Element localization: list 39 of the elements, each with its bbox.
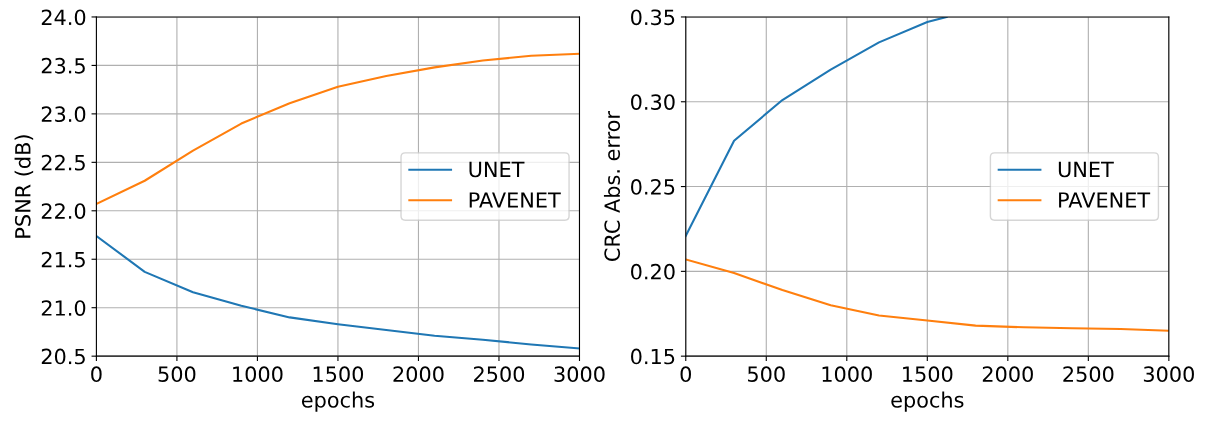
x-tick-label: 0: [680, 366, 692, 383]
line-series: [96, 234, 580, 350]
legend-label: UNET: [1058, 161, 1114, 178]
x-tick-label: 3000: [1143, 366, 1194, 383]
legend-label: PAVENET: [469, 192, 561, 208]
line-series: [685, 258, 1169, 332]
x-tick-label: 1500: [903, 366, 953, 383]
y-axis-title: PSNR (dB): [14, 135, 34, 238]
x-tick-label: 0: [91, 366, 102, 383]
x-axis-title: epochs: [301, 391, 375, 412]
line-series: [96, 52, 580, 206]
legend-label: PAVENET: [1059, 192, 1151, 208]
x-tick-label: 2500: [1063, 366, 1114, 383]
y-tick-label: 0.25: [631, 179, 675, 195]
x-tick-label: 500: [748, 366, 785, 383]
y-tick-label: 22.0: [41, 203, 86, 219]
y-tick-label: 0.30: [631, 94, 675, 110]
y-tick-label: 0.20: [631, 263, 675, 280]
line-series: [685, 16, 948, 237]
x-tick-label: 1000: [822, 366, 872, 383]
x-tick-label: 1000: [233, 366, 283, 383]
x-tick-label: 2500: [473, 366, 525, 383]
x-tick-label: 500: [158, 366, 196, 383]
y-tick-label: 0.15: [631, 348, 675, 365]
y-tick-label: 23.0: [41, 106, 86, 123]
legend-label: UNET: [469, 161, 525, 178]
y-tick-label: 21.0: [41, 300, 86, 316]
x-tick-label: 3000: [554, 366, 605, 383]
x-tick-label: 2000: [982, 366, 1033, 383]
y-tick-label: 0.35: [631, 9, 675, 26]
y-tick-label: 21.5: [41, 251, 85, 268]
y-tick-label: 24.0: [41, 9, 86, 26]
y-tick-label: 23.5: [41, 57, 85, 74]
y-tick-label: 20.5: [41, 348, 85, 365]
x-tick-label: 2000: [393, 366, 444, 383]
x-axis-title: epochs: [891, 391, 964, 412]
x-tick-label: 1500: [313, 366, 364, 383]
y-axis-title: CRC Abs. error: [603, 110, 621, 261]
y-tick-label: 22.5: [41, 154, 85, 171]
